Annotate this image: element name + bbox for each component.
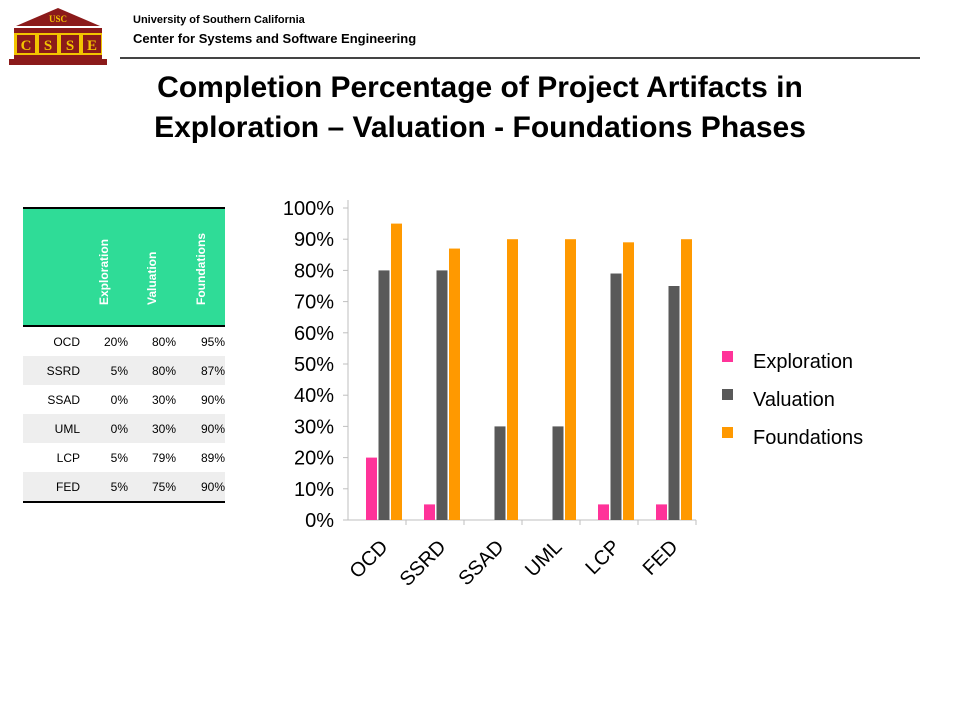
table-cell-exploration: 5% <box>110 450 128 465</box>
table-cell-artifact: SSAD <box>47 392 80 407</box>
table-cell-foundations: 90% <box>200 392 225 407</box>
table-cell-artifact: LCP <box>56 450 80 465</box>
table-cell-exploration: 20% <box>103 334 128 349</box>
legend-label-foundations: Foundations <box>753 427 863 449</box>
table-cell-exploration: 0% <box>110 392 128 407</box>
x-tick-label: SSAD <box>454 536 508 590</box>
y-tick-label: 70% <box>294 292 334 314</box>
table-cell-valuation: 79% <box>151 450 176 465</box>
table-cell-exploration: 5% <box>80 356 128 385</box>
university-name: University of Southern California <box>133 14 305 26</box>
bar-foundations <box>565 239 576 520</box>
table-cell-valuation: 80% <box>151 334 176 349</box>
table-row: OCD 20% 80% 95% <box>23 326 225 356</box>
bar-valuation <box>436 270 448 520</box>
table-row: LCP 5% 79% 89% <box>23 443 225 472</box>
legend-swatch-exploration <box>722 351 733 362</box>
table-header-valuation: Valuation <box>128 207 176 327</box>
completion-table: Exploration Valuation Foundations OCD 20… <box>23 207 225 503</box>
table-row: SSAD 0% 30% 90% <box>23 385 225 414</box>
table-row: FED 5% 75% 90% <box>23 472 225 503</box>
table-header-exploration: Exploration <box>80 207 128 327</box>
bar-valuation <box>552 426 564 520</box>
logo-letter: E <box>87 38 97 54</box>
logo-letter-box <box>83 35 101 53</box>
table-cell-valuation: 30% <box>128 414 176 443</box>
table-cell-artifact: OCD <box>53 334 80 349</box>
table-header-blank <box>23 207 80 327</box>
logo-letter-box <box>39 35 57 53</box>
legend-label-exploration: Exploration <box>753 351 853 373</box>
y-tick-label: 0% <box>305 510 334 532</box>
logo-letter-box <box>61 35 79 53</box>
y-tick-label: 100% <box>283 198 334 220</box>
table-row: SSRD 5% 80% 87% <box>23 356 225 385</box>
bar-valuation <box>610 273 622 520</box>
slide-title-line-1: Completion Percentage of Project Artifac… <box>157 71 803 104</box>
bar-foundations <box>507 239 518 520</box>
table-cell-artifact: UML <box>23 414 80 443</box>
table-cell-valuation: 30% <box>151 392 176 407</box>
bar-exploration <box>424 504 435 520</box>
slide-title: Completion Percentage of Project Artifac… <box>40 68 920 148</box>
logo-letter: S <box>44 38 52 54</box>
logo-letter: S <box>66 38 74 54</box>
y-tick-label: 20% <box>294 448 334 470</box>
table-cell-valuation: 80% <box>128 356 176 385</box>
y-tick-label: 30% <box>294 416 334 438</box>
logo-usc-text: USC <box>49 14 67 24</box>
legend-swatch-valuation <box>722 389 733 400</box>
bar-valuation <box>494 426 506 520</box>
table-cell-foundations: 95% <box>200 334 225 349</box>
x-tick-label: LCP <box>581 536 624 579</box>
y-tick-label: 40% <box>294 385 334 407</box>
y-tick-label: 60% <box>294 323 334 345</box>
y-tick-label: 90% <box>294 229 334 251</box>
logo-letter-box <box>17 35 35 53</box>
bar-exploration <box>656 504 667 520</box>
legend-swatch-foundations <box>722 427 733 438</box>
table-cell-foundations: 89% <box>200 450 225 465</box>
header-divider <box>120 57 920 59</box>
table-cell-exploration: 0% <box>80 414 128 443</box>
table-cell-exploration: 5% <box>80 472 128 503</box>
bar-valuation <box>378 270 390 520</box>
table-cell-foundations: 90% <box>176 414 225 443</box>
x-tick-label: SSRD <box>396 536 451 591</box>
bar-exploration <box>366 457 377 520</box>
bar-foundations <box>449 248 460 520</box>
x-tick-label: OCD <box>346 536 393 583</box>
table-cell-valuation: 75% <box>128 472 176 503</box>
table-row: UML 0% 30% 90% <box>23 414 225 443</box>
bar-foundations <box>623 242 634 520</box>
center-name: Center for Systems and Software Engineer… <box>133 31 417 46</box>
x-tick-label: UML <box>521 536 566 581</box>
y-tick-label: 80% <box>294 260 334 282</box>
bar-foundations <box>681 239 692 520</box>
bar-exploration <box>598 504 609 520</box>
y-tick-label: 10% <box>294 479 334 501</box>
slide-title-line-2: Exploration – Valuation - Foundations Ph… <box>154 111 806 144</box>
bar-valuation <box>668 286 680 520</box>
x-tick-label: FED <box>639 536 683 580</box>
table-cell-foundations: 87% <box>176 356 225 385</box>
table-cell-artifact: SSRD <box>23 356 80 385</box>
bar-foundations <box>391 223 402 520</box>
logo-letter: C <box>21 38 32 54</box>
legend-label-valuation: Valuation <box>753 389 835 411</box>
table-cell-foundations: 90% <box>176 472 225 503</box>
table-header-foundations: Foundations <box>176 207 225 327</box>
table-header-row: Exploration Valuation Foundations <box>23 207 225 327</box>
table-cell-artifact: FED <box>23 472 80 503</box>
y-tick-label: 50% <box>294 354 334 376</box>
